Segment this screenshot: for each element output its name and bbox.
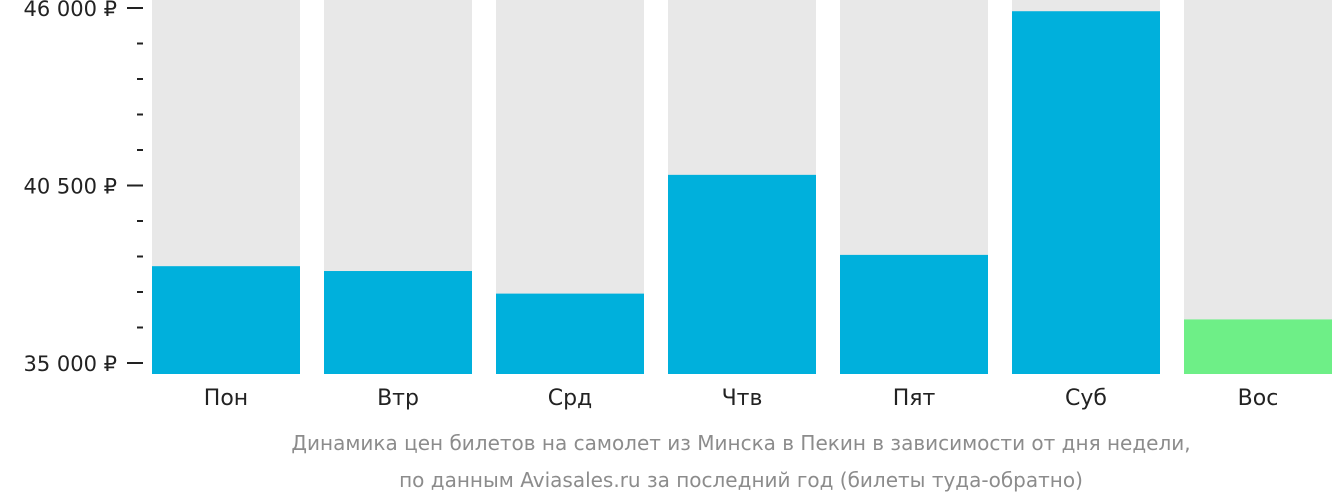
bar — [1184, 319, 1332, 374]
x-tick-label: Вос — [1238, 386, 1279, 411]
y-tick-label: 40 500 ₽ — [23, 175, 117, 199]
x-tick-label: Втр — [377, 386, 419, 411]
bar — [152, 266, 300, 374]
chart-caption-line-1: Динамика цен билетов на самолет из Минск… — [291, 431, 1191, 455]
bar — [1012, 11, 1160, 375]
bars — [152, 0, 1332, 375]
x-axis-labels: Пон Втр Срд Чтв Пят Суб Вос — [204, 386, 1279, 411]
bar-background — [1184, 0, 1332, 374]
bar — [840, 254, 988, 374]
y-axis: 35 000 ₽ 40 500 ₽ 46 000 ₽ — [23, 0, 143, 376]
bar — [496, 293, 644, 374]
price-by-weekday-chart: 35 000 ₽ 40 500 ₽ 46 000 ₽ Пон Втр Срд Чтв Пят… — [23, 0, 1332, 411]
x-tick-label: Чтв — [722, 386, 763, 411]
x-tick-label: Пон — [204, 386, 248, 411]
x-tick-label: Пят — [893, 386, 936, 411]
bar — [324, 271, 472, 374]
y-tick-label: 35 000 ₽ — [23, 352, 117, 376]
chart-caption-line-2: по данным Aviasales.ru за последний год … — [399, 468, 1083, 492]
x-tick-label: Суб — [1065, 386, 1107, 411]
y-tick-label: 46 000 ₽ — [23, 0, 117, 21]
bar — [668, 174, 816, 374]
x-tick-label: Срд — [548, 386, 593, 411]
